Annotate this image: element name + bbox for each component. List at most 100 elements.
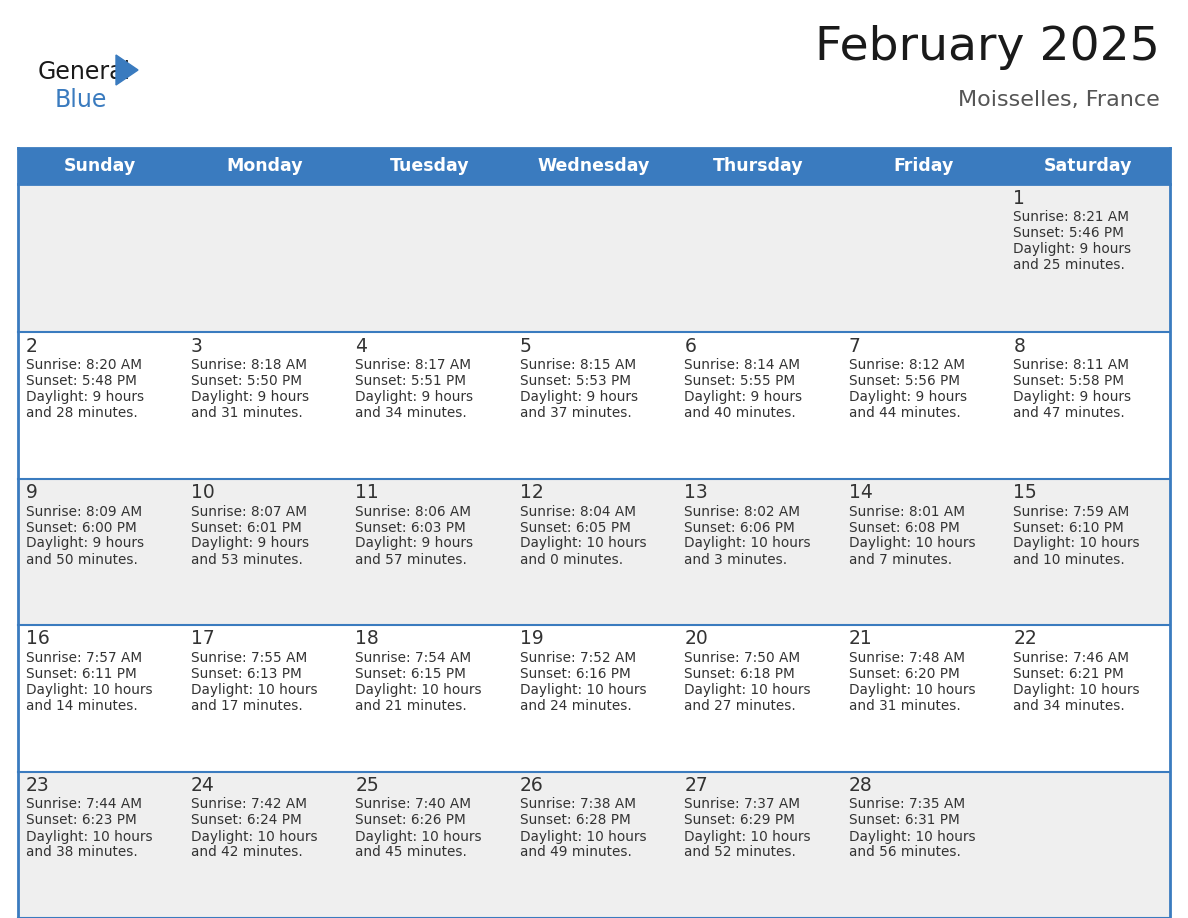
Text: Sunrise: 7:37 AM: Sunrise: 7:37 AM: [684, 798, 801, 812]
Text: Thursday: Thursday: [713, 157, 804, 175]
Text: Daylight: 10 hours: Daylight: 10 hours: [355, 830, 482, 844]
Text: Sunset: 6:06 PM: Sunset: 6:06 PM: [684, 521, 795, 534]
Text: 10: 10: [190, 483, 214, 502]
Text: and 38 minutes.: and 38 minutes.: [26, 845, 138, 859]
Text: Daylight: 10 hours: Daylight: 10 hours: [519, 683, 646, 697]
Text: Daylight: 10 hours: Daylight: 10 hours: [849, 536, 975, 551]
Text: 28: 28: [849, 776, 873, 795]
Text: Daylight: 9 hours: Daylight: 9 hours: [355, 536, 473, 551]
Text: Sunrise: 7:38 AM: Sunrise: 7:38 AM: [519, 798, 636, 812]
Text: Sunday: Sunday: [64, 157, 137, 175]
Text: Sunrise: 8:14 AM: Sunrise: 8:14 AM: [684, 358, 801, 372]
Text: Sunrise: 7:50 AM: Sunrise: 7:50 AM: [684, 651, 801, 665]
Text: and 52 minutes.: and 52 minutes.: [684, 845, 796, 859]
Text: Sunrise: 8:02 AM: Sunrise: 8:02 AM: [684, 505, 801, 519]
Text: Daylight: 10 hours: Daylight: 10 hours: [684, 536, 811, 551]
Text: Sunset: 5:48 PM: Sunset: 5:48 PM: [26, 374, 137, 388]
Text: Daylight: 9 hours: Daylight: 9 hours: [26, 390, 144, 404]
Text: 11: 11: [355, 483, 379, 502]
Text: and 42 minutes.: and 42 minutes.: [190, 845, 302, 859]
Text: Daylight: 9 hours: Daylight: 9 hours: [684, 390, 802, 404]
Text: Sunrise: 7:46 AM: Sunrise: 7:46 AM: [1013, 651, 1130, 665]
Bar: [18, 771, 1170, 918]
Bar: [18, 184, 1170, 332]
Text: and 3 minutes.: and 3 minutes.: [684, 553, 788, 566]
Text: Daylight: 9 hours: Daylight: 9 hours: [26, 536, 144, 551]
Text: and 24 minutes.: and 24 minutes.: [519, 699, 632, 713]
Text: 7: 7: [849, 337, 861, 355]
Text: and 31 minutes.: and 31 minutes.: [849, 699, 961, 713]
Text: Daylight: 10 hours: Daylight: 10 hours: [190, 683, 317, 697]
Text: Sunset: 6:15 PM: Sunset: 6:15 PM: [355, 667, 466, 681]
Text: 14: 14: [849, 483, 873, 502]
Text: 15: 15: [1013, 483, 1037, 502]
Text: 21: 21: [849, 630, 873, 648]
Text: Sunset: 6:23 PM: Sunset: 6:23 PM: [26, 813, 137, 827]
Text: 20: 20: [684, 630, 708, 648]
Text: Sunrise: 8:12 AM: Sunrise: 8:12 AM: [849, 358, 965, 372]
Text: Wednesday: Wednesday: [538, 157, 650, 175]
Text: Daylight: 10 hours: Daylight: 10 hours: [1013, 536, 1140, 551]
Text: and 0 minutes.: and 0 minutes.: [519, 553, 623, 566]
Bar: [18, 625, 1170, 771]
Text: Saturday: Saturday: [1043, 157, 1132, 175]
Text: Daylight: 10 hours: Daylight: 10 hours: [1013, 683, 1140, 697]
Text: and 40 minutes.: and 40 minutes.: [684, 406, 796, 420]
Text: Sunset: 6:08 PM: Sunset: 6:08 PM: [849, 521, 960, 534]
Bar: [18, 478, 1170, 625]
Text: 17: 17: [190, 630, 214, 648]
Text: Friday: Friday: [893, 157, 953, 175]
Text: Sunrise: 8:20 AM: Sunrise: 8:20 AM: [26, 358, 143, 372]
Text: Daylight: 10 hours: Daylight: 10 hours: [684, 830, 811, 844]
Text: Sunset: 6:00 PM: Sunset: 6:00 PM: [26, 521, 137, 534]
Text: Daylight: 9 hours: Daylight: 9 hours: [1013, 242, 1131, 256]
Text: Daylight: 10 hours: Daylight: 10 hours: [190, 830, 317, 844]
Text: Sunset: 5:53 PM: Sunset: 5:53 PM: [519, 374, 631, 388]
Text: Sunrise: 8:09 AM: Sunrise: 8:09 AM: [26, 505, 143, 519]
Text: 6: 6: [684, 337, 696, 355]
Text: Sunrise: 8:07 AM: Sunrise: 8:07 AM: [190, 505, 307, 519]
Text: 13: 13: [684, 483, 708, 502]
Text: February 2025: February 2025: [815, 26, 1159, 71]
Text: and 44 minutes.: and 44 minutes.: [849, 406, 961, 420]
Text: Sunset: 6:24 PM: Sunset: 6:24 PM: [190, 813, 302, 827]
Text: 12: 12: [519, 483, 543, 502]
Text: Monday: Monday: [227, 157, 303, 175]
Bar: [18, 332, 1170, 478]
Text: and 31 minutes.: and 31 minutes.: [190, 406, 302, 420]
Text: and 34 minutes.: and 34 minutes.: [1013, 699, 1125, 713]
Text: Sunrise: 7:52 AM: Sunrise: 7:52 AM: [519, 651, 636, 665]
Text: Daylight: 10 hours: Daylight: 10 hours: [849, 830, 975, 844]
Text: 5: 5: [519, 337, 531, 355]
Text: and 57 minutes.: and 57 minutes.: [355, 553, 467, 566]
Text: Daylight: 10 hours: Daylight: 10 hours: [519, 830, 646, 844]
Text: and 37 minutes.: and 37 minutes.: [519, 406, 632, 420]
Text: Daylight: 10 hours: Daylight: 10 hours: [849, 683, 975, 697]
Text: Sunset: 5:50 PM: Sunset: 5:50 PM: [190, 374, 302, 388]
Text: Blue: Blue: [55, 88, 107, 112]
Text: and 14 minutes.: and 14 minutes.: [26, 699, 138, 713]
Text: Sunset: 6:01 PM: Sunset: 6:01 PM: [190, 521, 302, 534]
Text: 1: 1: [1013, 188, 1025, 207]
Text: Sunrise: 7:35 AM: Sunrise: 7:35 AM: [849, 798, 965, 812]
Text: Daylight: 9 hours: Daylight: 9 hours: [355, 390, 473, 404]
Text: and 47 minutes.: and 47 minutes.: [1013, 406, 1125, 420]
Text: Sunset: 6:11 PM: Sunset: 6:11 PM: [26, 667, 137, 681]
Text: Sunrise: 7:40 AM: Sunrise: 7:40 AM: [355, 798, 472, 812]
Text: Sunset: 5:56 PM: Sunset: 5:56 PM: [849, 374, 960, 388]
Text: Daylight: 9 hours: Daylight: 9 hours: [519, 390, 638, 404]
Text: Sunrise: 8:15 AM: Sunrise: 8:15 AM: [519, 358, 636, 372]
Text: Daylight: 9 hours: Daylight: 9 hours: [190, 536, 309, 551]
Text: Sunset: 6:13 PM: Sunset: 6:13 PM: [190, 667, 302, 681]
Text: Sunset: 5:55 PM: Sunset: 5:55 PM: [684, 374, 796, 388]
Text: Sunset: 6:16 PM: Sunset: 6:16 PM: [519, 667, 631, 681]
Text: 8: 8: [1013, 337, 1025, 355]
Text: Daylight: 10 hours: Daylight: 10 hours: [355, 683, 482, 697]
Text: and 53 minutes.: and 53 minutes.: [190, 553, 303, 566]
Text: Daylight: 9 hours: Daylight: 9 hours: [1013, 390, 1131, 404]
Text: 3: 3: [190, 337, 202, 355]
Text: General: General: [38, 60, 131, 84]
Text: Sunrise: 7:42 AM: Sunrise: 7:42 AM: [190, 798, 307, 812]
Text: Daylight: 10 hours: Daylight: 10 hours: [684, 683, 811, 697]
Text: Sunset: 6:03 PM: Sunset: 6:03 PM: [355, 521, 466, 534]
